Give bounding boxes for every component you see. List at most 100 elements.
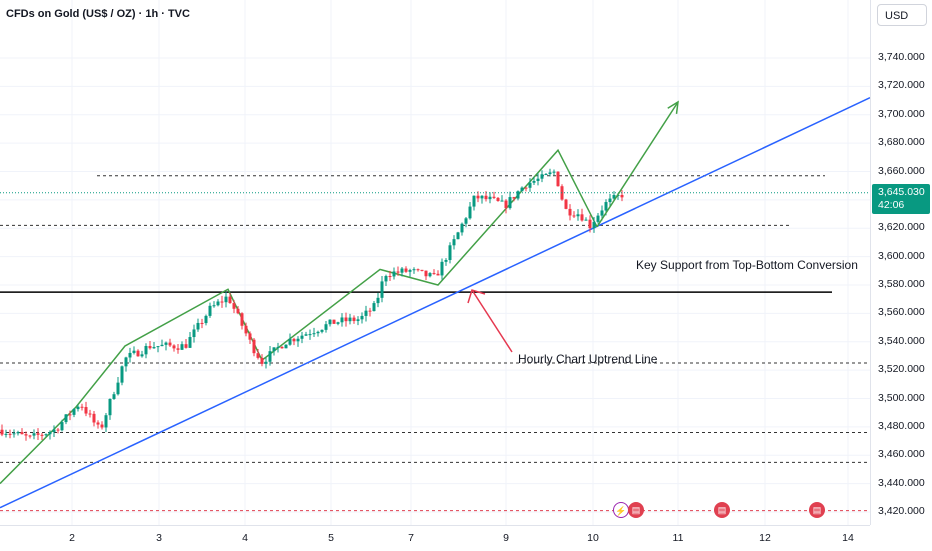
- candle-body[interactable]: [316, 331, 320, 334]
- candle-body[interactable]: [144, 345, 148, 355]
- candle-body[interactable]: [320, 329, 324, 332]
- candle-body[interactable]: [512, 197, 516, 199]
- candle-body[interactable]: [32, 433, 36, 436]
- candle-body[interactable]: [124, 357, 128, 367]
- candle-body[interactable]: [384, 276, 388, 282]
- candle-body[interactable]: [200, 322, 204, 324]
- candle-body[interactable]: [400, 268, 404, 273]
- candle-body[interactable]: [228, 296, 232, 304]
- candle-body[interactable]: [464, 218, 468, 224]
- time-axis[interactable]: [0, 525, 870, 551]
- candle-body[interactable]: [328, 319, 332, 325]
- candle-body[interactable]: [84, 407, 88, 414]
- candle-body[interactable]: [524, 187, 528, 189]
- candle-body[interactable]: [64, 414, 68, 423]
- candle-body[interactable]: [456, 232, 460, 240]
- candle-body[interactable]: [240, 313, 244, 326]
- candle-body[interactable]: [252, 339, 256, 354]
- candle-body[interactable]: [428, 273, 432, 277]
- candle-body[interactable]: [588, 219, 592, 229]
- us-flag-event-icon[interactable]: ▤: [809, 502, 825, 518]
- candle-body[interactable]: [16, 432, 20, 434]
- candle-body[interactable]: [224, 296, 228, 303]
- candle-body[interactable]: [552, 171, 556, 173]
- candle-body[interactable]: [104, 415, 108, 428]
- candle-body[interactable]: [88, 413, 92, 415]
- candle-body[interactable]: [300, 335, 304, 339]
- candle-body[interactable]: [580, 214, 584, 221]
- candle-body[interactable]: [192, 329, 196, 338]
- candle-body[interactable]: [280, 346, 284, 349]
- candle-body[interactable]: [264, 361, 268, 364]
- candle-body[interactable]: [312, 333, 316, 335]
- candle-body[interactable]: [376, 297, 380, 304]
- candle-body[interactable]: [152, 347, 156, 349]
- candle-body[interactable]: [396, 271, 400, 273]
- key-support-label[interactable]: Key Support from Top-Bottom Conversion: [636, 258, 858, 272]
- candle-body[interactable]: [564, 199, 568, 209]
- candle-body[interactable]: [412, 269, 416, 271]
- candle-body[interactable]: [216, 301, 220, 306]
- candle-body[interactable]: [40, 434, 44, 436]
- candle-body[interactable]: [8, 433, 12, 435]
- candle-body[interactable]: [96, 422, 100, 425]
- candle-body[interactable]: [576, 214, 580, 217]
- candle-body[interactable]: [132, 350, 136, 353]
- candle-body[interactable]: [468, 206, 472, 219]
- candle-body[interactable]: [236, 308, 240, 314]
- candle-body[interactable]: [204, 315, 208, 324]
- candle-body[interactable]: [544, 174, 548, 176]
- candle-body[interactable]: [360, 315, 364, 320]
- candle-body[interactable]: [608, 198, 612, 203]
- candle-body[interactable]: [484, 195, 488, 200]
- candle-body[interactable]: [48, 432, 52, 435]
- candle-body[interactable]: [148, 345, 152, 349]
- candle-body[interactable]: [168, 342, 172, 346]
- candle-body[interactable]: [508, 197, 512, 209]
- candle-body[interactable]: [12, 433, 16, 435]
- candle-body[interactable]: [488, 196, 492, 200]
- candle-body[interactable]: [404, 268, 408, 272]
- candle-body[interactable]: [100, 424, 104, 428]
- candle-body[interactable]: [420, 269, 424, 271]
- candle-body[interactable]: [472, 195, 476, 207]
- flash-event-icon[interactable]: ⚡: [613, 502, 629, 518]
- candle-body[interactable]: [28, 435, 32, 437]
- candle-body[interactable]: [540, 174, 544, 179]
- candle-body[interactable]: [208, 305, 212, 316]
- candle-body[interactable]: [356, 319, 360, 322]
- candle-body[interactable]: [368, 310, 372, 312]
- candle-body[interactable]: [460, 223, 464, 233]
- candle-body[interactable]: [212, 305, 216, 307]
- candle-body[interactable]: [444, 260, 448, 262]
- candle-body[interactable]: [440, 261, 444, 276]
- candle-body[interactable]: [344, 317, 348, 322]
- candle-body[interactable]: [140, 354, 144, 357]
- candle-body[interactable]: [336, 322, 340, 324]
- candle-body[interactable]: [172, 345, 176, 349]
- candle-body[interactable]: [504, 200, 508, 209]
- candle-body[interactable]: [24, 434, 28, 436]
- candle-body[interactable]: [44, 434, 48, 436]
- candle-body[interactable]: [380, 281, 384, 298]
- candle-body[interactable]: [136, 350, 140, 357]
- candle-body[interactable]: [272, 347, 276, 352]
- candle-body[interactable]: [120, 366, 124, 383]
- candle-body[interactable]: [128, 352, 132, 358]
- candle-body[interactable]: [452, 239, 456, 246]
- candle-body[interactable]: [52, 429, 56, 433]
- candle-body[interactable]: [612, 195, 616, 199]
- currency-button[interactable]: USD: [877, 4, 927, 26]
- candle-body[interactable]: [36, 433, 40, 435]
- candle-body[interactable]: [568, 208, 572, 216]
- chart-area[interactable]: [0, 0, 870, 525]
- candle-body[interactable]: [288, 338, 292, 345]
- candle-body[interactable]: [196, 322, 200, 330]
- candle-body[interactable]: [68, 414, 72, 416]
- candle-body[interactable]: [188, 337, 192, 348]
- price-axis[interactable]: [870, 0, 932, 525]
- candle-body[interactable]: [292, 338, 296, 342]
- candle-body[interactable]: [296, 338, 300, 342]
- candle-body[interactable]: [572, 215, 576, 217]
- candle-body[interactable]: [20, 432, 24, 435]
